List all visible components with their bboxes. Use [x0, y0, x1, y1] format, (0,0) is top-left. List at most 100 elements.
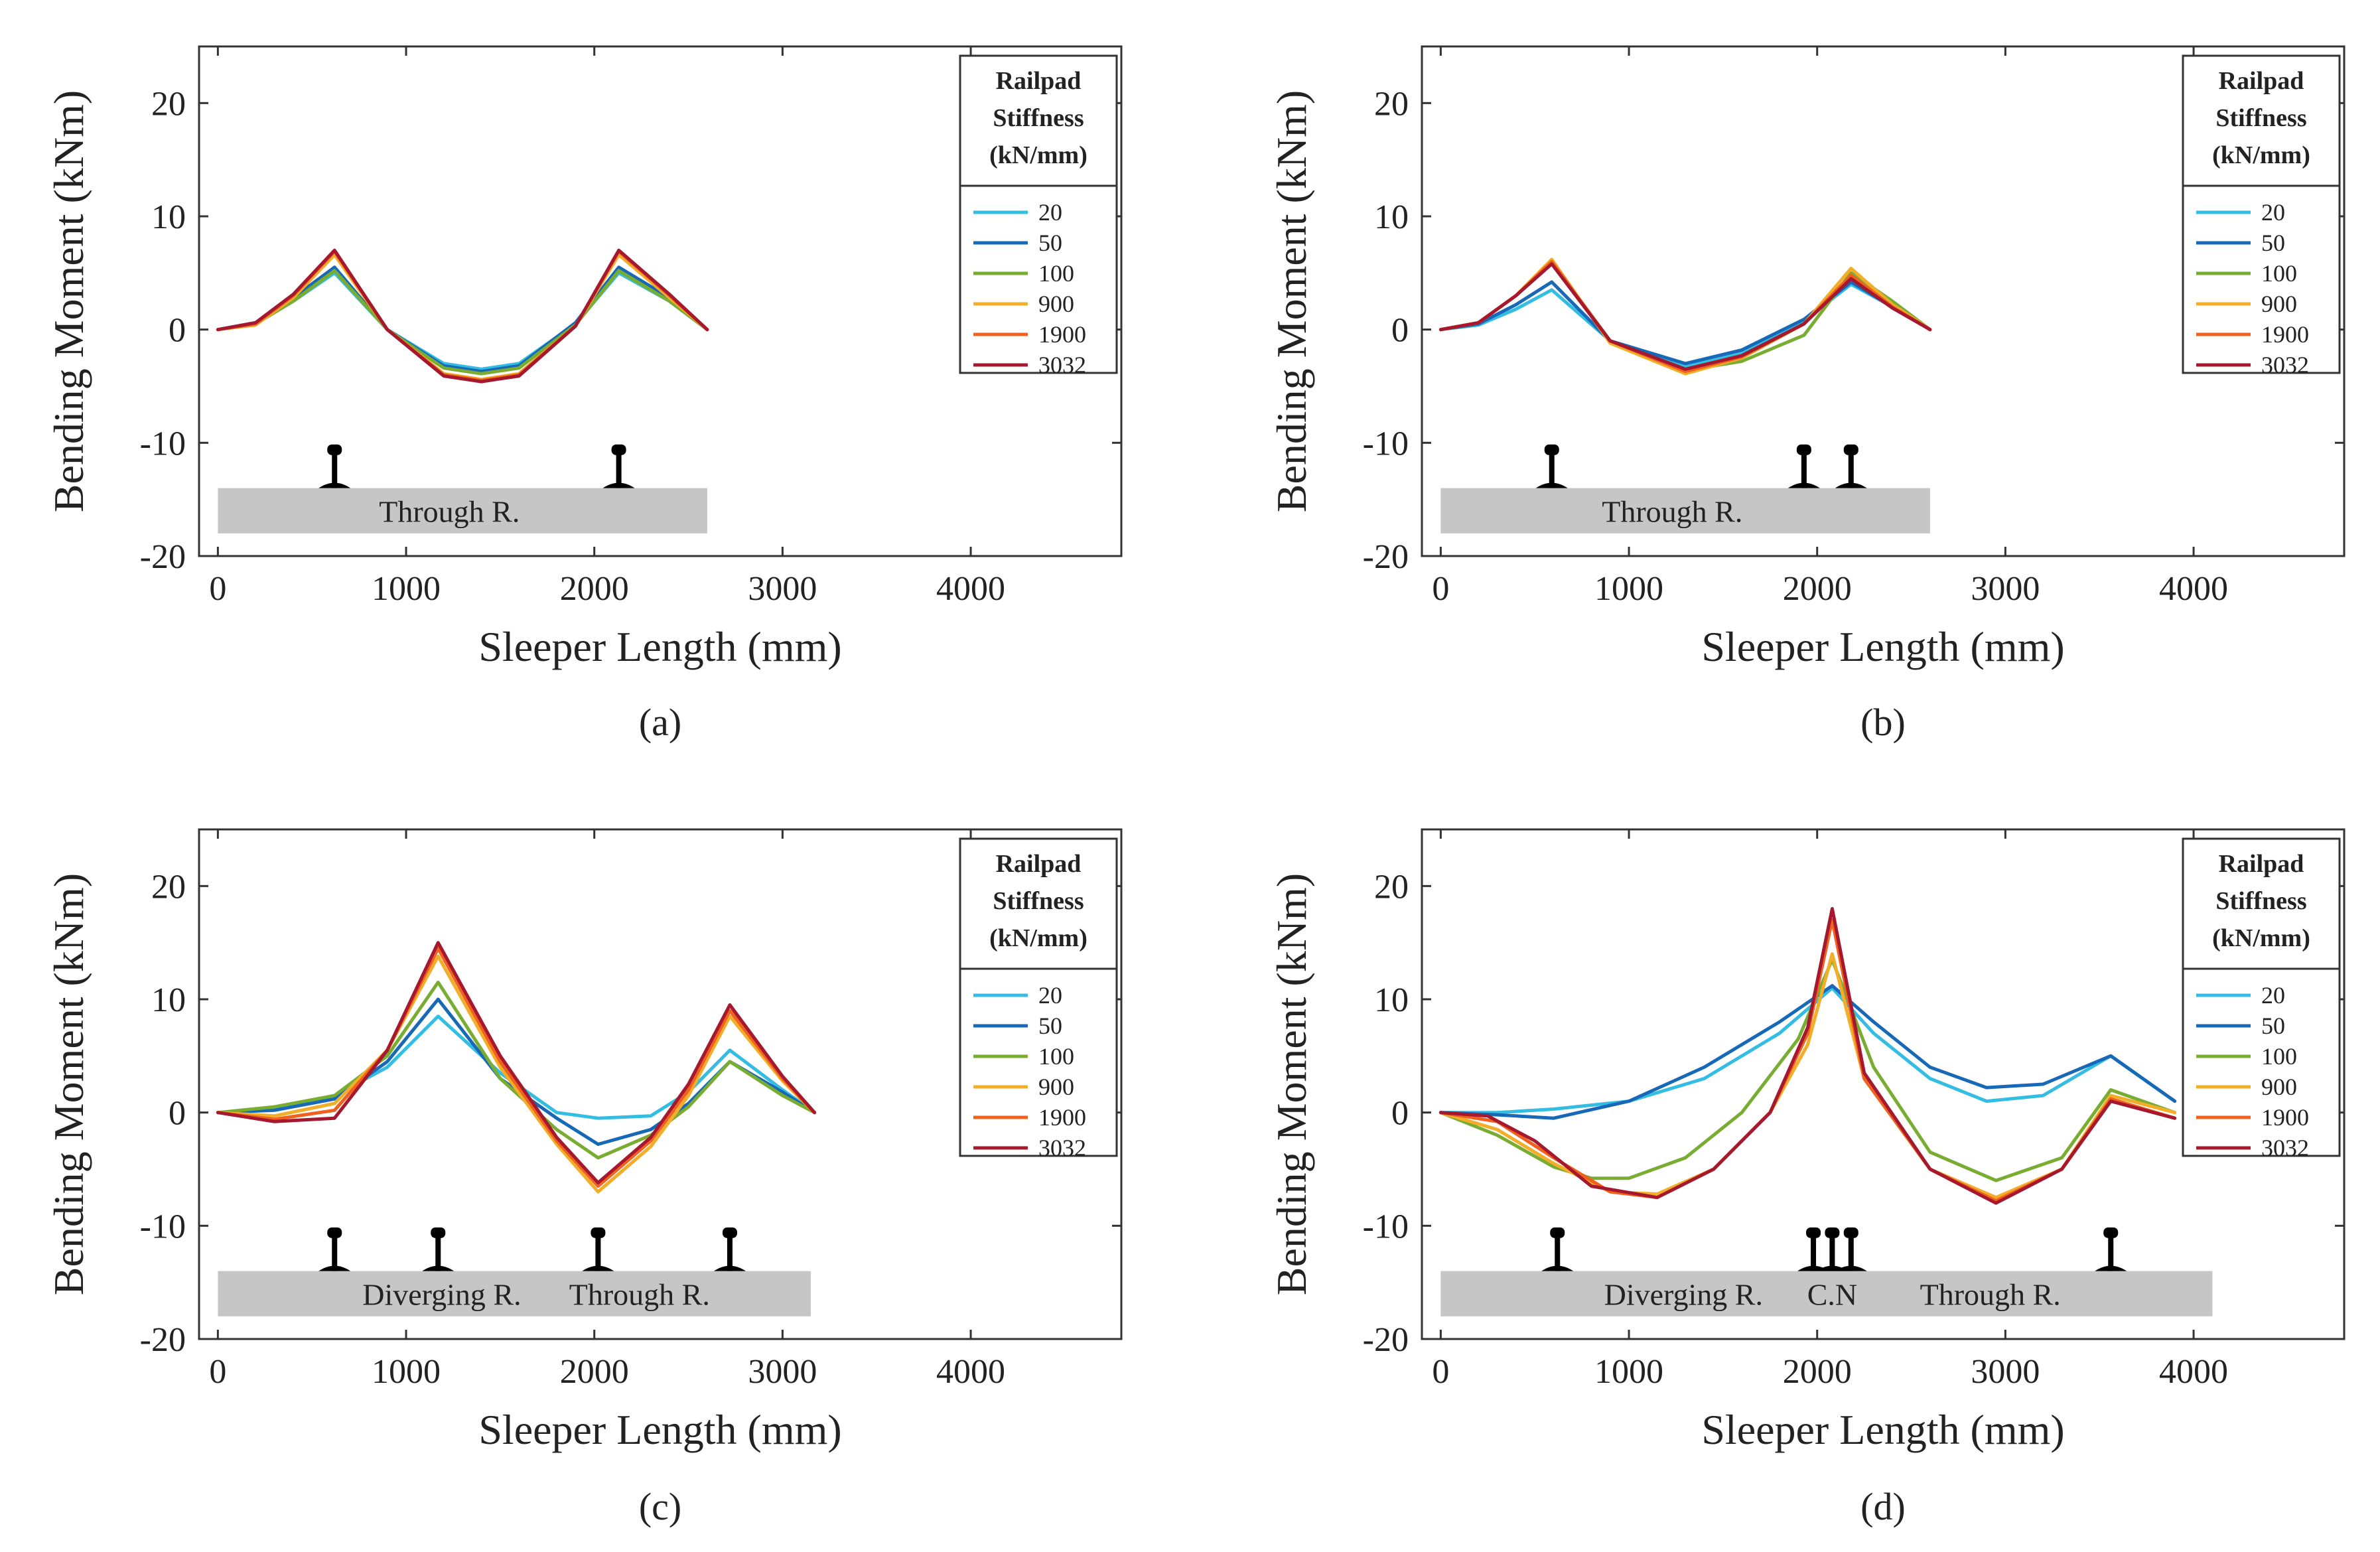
x-tick-label: 2000 [560, 1353, 629, 1391]
legend-box [2182, 837, 2341, 1157]
legend-item-label: 50 [2261, 1013, 2285, 1039]
panel-caption: (a) [639, 701, 681, 744]
legend: Railpad Stiffness (kN/mm) 20 50 100 900 1900 303… [959, 54, 1118, 378]
y-tick-label: -20 [1363, 1321, 1409, 1359]
y-tick-label: -10 [140, 425, 186, 462]
rail-icon [2095, 1227, 2127, 1271]
x-tick-label: 1000 [1594, 570, 1663, 608]
sleeper-bar [1440, 488, 1930, 533]
sleeper-bar [218, 1271, 811, 1316]
rail-icon [1797, 1227, 1830, 1271]
legend-item-label: 100 [2261, 1043, 2297, 1070]
y-tick-label: 20 [151, 85, 186, 123]
y-tick-label: -20 [1363, 538, 1409, 576]
series-line-900 [216, 954, 817, 1194]
series-group [1438, 907, 2177, 1205]
legend-item-label: 1900 [1038, 321, 1086, 348]
legend-item-label: 100 [2261, 260, 2297, 287]
panel-caption: (d) [1860, 1485, 1906, 1528]
legend-box [2182, 54, 2341, 374]
x-tick-label: 1000 [1594, 1353, 1663, 1391]
rail-icon [1535, 444, 1568, 488]
series-line-3032 [1438, 262, 1932, 371]
series-line-100 [216, 980, 817, 1160]
x-tick-label: 2000 [1783, 1353, 1852, 1391]
series-group [216, 941, 817, 1194]
y-tick-label: 20 [151, 868, 186, 906]
y-axis-label: Bending Moment (kNm) [45, 873, 92, 1295]
x-tick-label: 0 [209, 1353, 226, 1391]
x-tick-label: 4000 [2159, 570, 2228, 608]
legend-item-label: 900 [1038, 1074, 1074, 1100]
chart-panel-b: Through R. 0 1000 2000 3000 4000 -20 -10 0 10 20 Sl… [1268, 45, 2345, 744]
y-tick-label: 10 [1374, 198, 1409, 236]
legend-title-line: Railpad [996, 850, 1082, 878]
legend-item-label: 3032 [1038, 1135, 1086, 1161]
x-axis-label: Sleeper Length (mm) [1701, 623, 2064, 670]
y-tick-label: -20 [140, 538, 186, 576]
rail-icon [1835, 444, 1867, 488]
legend-title-line: Stiffness [993, 887, 1084, 915]
legend-item-label: 900 [1038, 291, 1074, 317]
legend-item-label: 1900 [2261, 1104, 2309, 1131]
panel-caption: (b) [1860, 701, 1906, 744]
x-tick-label: 0 [1432, 1353, 1449, 1391]
legend-item-label: 100 [1038, 260, 1074, 287]
legend-title-line: (kN/mm) [2212, 924, 2310, 952]
y-tick-label: -10 [140, 1208, 186, 1245]
y-axis-label: Bending Moment (kNm) [1268, 90, 1315, 512]
chart-panel-c: Diverging R. Through R.0 1000 2000 3000 4000-… [45, 828, 1123, 1528]
legend-title-line: Stiffness [2215, 104, 2306, 132]
x-axis-label: Sleeper Length (mm) [1701, 1406, 2064, 1453]
y-axis-label: Bending Moment (kNm) [1268, 873, 1315, 1295]
panel-caption: (c) [639, 1485, 681, 1528]
rail-icon [422, 1227, 455, 1271]
legend-item-label: 50 [2261, 230, 2285, 256]
legend: Railpad Stiffness (kN/mm) 20 50 100 900 1900 303… [2182, 54, 2341, 378]
y-tick-label: 0 [169, 312, 186, 350]
series-line-1900 [216, 946, 817, 1188]
rail-icon [1541, 1227, 1574, 1271]
series-group [1438, 257, 1932, 376]
y-axis-label: Bending Moment (kNm) [45, 90, 92, 512]
series-line-3032 [216, 248, 709, 384]
legend-item-label: 20 [1038, 982, 1062, 1009]
sleeper-bar-label: Through R. [379, 495, 520, 529]
x-tick-label: 3000 [1971, 570, 2040, 608]
x-tick-label: 2000 [1783, 570, 1852, 608]
series-line-20 [1438, 986, 2177, 1115]
y-tick-label: 10 [151, 981, 186, 1019]
legend-item-label: 3032 [2261, 352, 2309, 378]
legend-title-line: (kN/mm) [989, 924, 1087, 952]
x-axis-label: Sleeper Length (mm) [478, 623, 841, 670]
legend-title-line: (kN/mm) [2212, 141, 2310, 169]
legend-item-label: 3032 [2261, 1135, 2309, 1161]
sleeper-bar-label: Through R. [569, 1278, 710, 1312]
sleeper-bar [218, 488, 707, 533]
rail-icon [1816, 1227, 1849, 1271]
legend-title-line: Stiffness [993, 104, 1084, 132]
rail-icon [1835, 1227, 1867, 1271]
y-tick-label: -20 [140, 1321, 186, 1359]
y-tick-label: -10 [1363, 425, 1409, 462]
legend-item-label: 100 [1038, 1043, 1074, 1070]
rail-icon [602, 444, 635, 488]
legend-title-line: Railpad [2219, 67, 2304, 95]
rail-icon [318, 1227, 351, 1271]
sleeper-bar-label: Through R. [1920, 1278, 2061, 1312]
y-tick-label: 0 [169, 1095, 186, 1133]
legend-item-label: 900 [2261, 1074, 2297, 1100]
series-group [216, 248, 709, 384]
legend: Railpad Stiffness (kN/mm) 20 50 100 900 1900 303… [959, 837, 1118, 1161]
x-tick-label: 4000 [936, 1353, 1005, 1391]
series-line-100 [216, 269, 709, 376]
x-tick-label: 0 [209, 570, 226, 608]
x-tick-label: 3000 [748, 1353, 817, 1391]
legend-title-line: (kN/mm) [989, 141, 1087, 169]
legend-item-label: 1900 [2261, 321, 2309, 348]
y-tick-label: 20 [1374, 85, 1409, 123]
y-tick-label: 0 [1391, 1095, 1409, 1133]
legend-box [959, 54, 1118, 374]
series-line-50 [1438, 984, 2177, 1120]
